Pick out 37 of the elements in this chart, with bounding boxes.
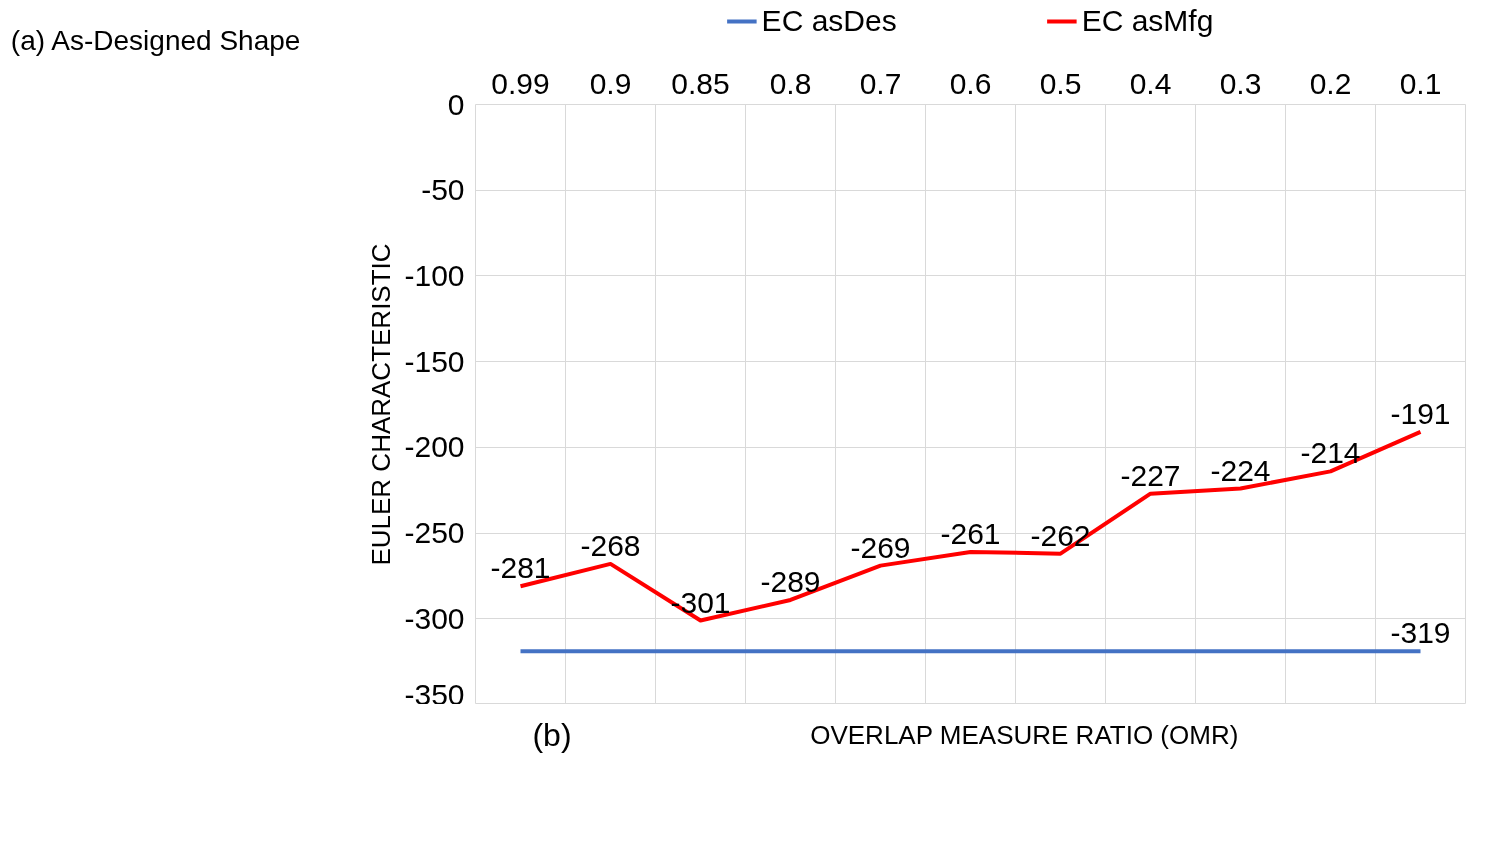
data-label: -268 xyxy=(580,528,641,562)
x-tick-label: 0.8 xyxy=(769,66,812,100)
data-label: -214 xyxy=(1300,436,1361,470)
y-axis-title: EULER CHARACTERISTIC xyxy=(366,243,397,566)
x-tick-label: 0.6 xyxy=(949,66,992,100)
x-tick-label: 0.85 xyxy=(671,66,730,100)
y-tick-label: -250 xyxy=(404,516,465,550)
x-tick-label: 0.9 xyxy=(589,66,632,100)
data-label: -289 xyxy=(760,564,821,598)
x-tick-label: 0.2 xyxy=(1309,66,1352,100)
y-tick-label: -50 xyxy=(421,173,465,207)
x-tick-label: 0.4 xyxy=(1129,66,1172,100)
x-tick-label: 0.99 xyxy=(491,66,550,100)
data-label: -301 xyxy=(670,585,731,619)
y-tick-label: -200 xyxy=(404,430,465,464)
text: (b) xyxy=(532,716,572,753)
data-label: -191 xyxy=(1390,396,1451,430)
data-label: -262 xyxy=(1030,518,1091,552)
y-tick-label: -150 xyxy=(404,344,465,378)
data-label: -224 xyxy=(1210,453,1271,487)
x-tick-label: 0.5 xyxy=(1039,66,1082,100)
data-label: -261 xyxy=(940,516,1001,550)
y-tick-label: 0 xyxy=(447,87,465,121)
x-tick-label: 0.3 xyxy=(1219,66,1262,100)
y-tick-label: -300 xyxy=(404,601,465,635)
legend-label: EC asDes xyxy=(761,4,897,38)
x-axis-title: OVERLAP MEASURE RATIO (OMR) xyxy=(810,719,1239,750)
x-tick-label: 0.7 xyxy=(859,66,902,100)
y-tick-label: -350 xyxy=(404,677,465,711)
legend-label: EC asMfg xyxy=(1081,4,1214,38)
data-label: -269 xyxy=(850,530,911,564)
data-label: -227 xyxy=(1120,458,1181,492)
data-label: -281 xyxy=(490,551,551,585)
x-tick-label: 0.1 xyxy=(1399,66,1442,100)
y-tick-label: -100 xyxy=(404,258,465,292)
data-label: -319 xyxy=(1390,616,1451,650)
text: (a) As-Designed Shape xyxy=(10,24,301,56)
